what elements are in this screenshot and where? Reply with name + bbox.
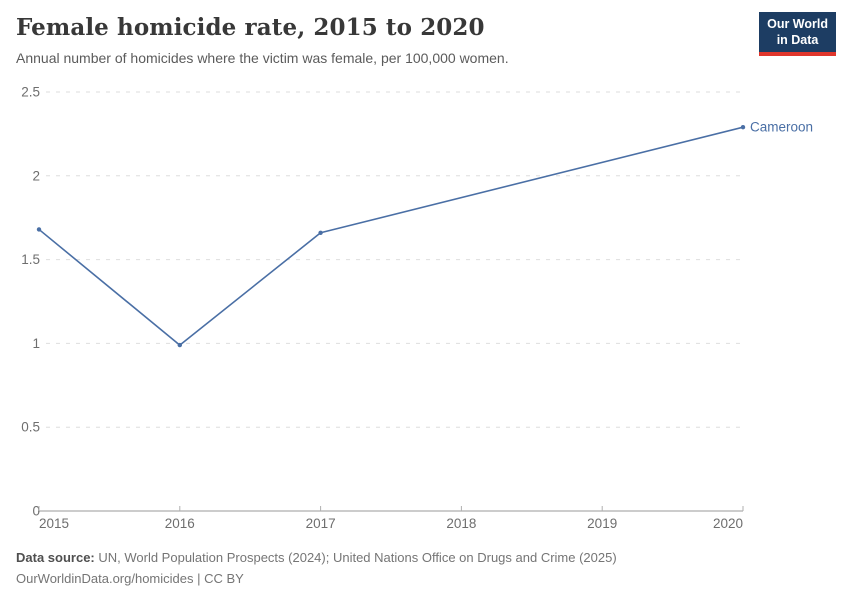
y-tick-label: 0 — [32, 504, 40, 519]
owid-logo-line2: in Data — [776, 32, 819, 47]
data-point — [318, 230, 323, 235]
x-tick-label: 2018 — [446, 516, 476, 531]
y-tick-label: 0.5 — [21, 420, 40, 435]
owid-logo[interactable]: Our World in Data — [759, 12, 836, 57]
license-line: OurWorldinData.org/homicides | CC BY — [16, 571, 244, 587]
chart-header: Female homicide rate, 2015 to 2020 Annua… — [16, 14, 750, 66]
x-tick-label: 2015 — [39, 516, 69, 531]
chart-subtitle: Annual number of homicides where the vic… — [16, 50, 509, 66]
data-point — [740, 124, 746, 130]
y-tick-label: 1 — [32, 336, 40, 351]
chart-footer: Data source: UN, World Population Prospe… — [16, 547, 834, 590]
x-tick-label: 2016 — [165, 516, 195, 531]
y-tick-label: 2.5 — [21, 85, 40, 100]
chart-title: Female homicide rate, 2015 to 2020 — [16, 14, 485, 41]
series-entity-label: Cameroon — [750, 120, 813, 135]
data-source-label: Data source: — [16, 550, 95, 565]
data-point — [36, 227, 42, 232]
y-tick-label: 1.5 — [21, 252, 40, 267]
y-tick-label: 2 — [32, 168, 40, 183]
x-tick-label: 2019 — [587, 516, 617, 531]
x-tick-label: 2017 — [306, 516, 336, 531]
data-source-text: UN, World Population Prospects (2024); U… — [94, 550, 617, 565]
data-point — [177, 342, 182, 348]
data-line — [38, 126, 744, 346]
x-tick-label: 2020 — [713, 516, 743, 531]
data-source-line: Data source: UN, World Population Prospe… — [16, 547, 834, 568]
owid-logo-line1: Our World — [767, 17, 828, 31]
